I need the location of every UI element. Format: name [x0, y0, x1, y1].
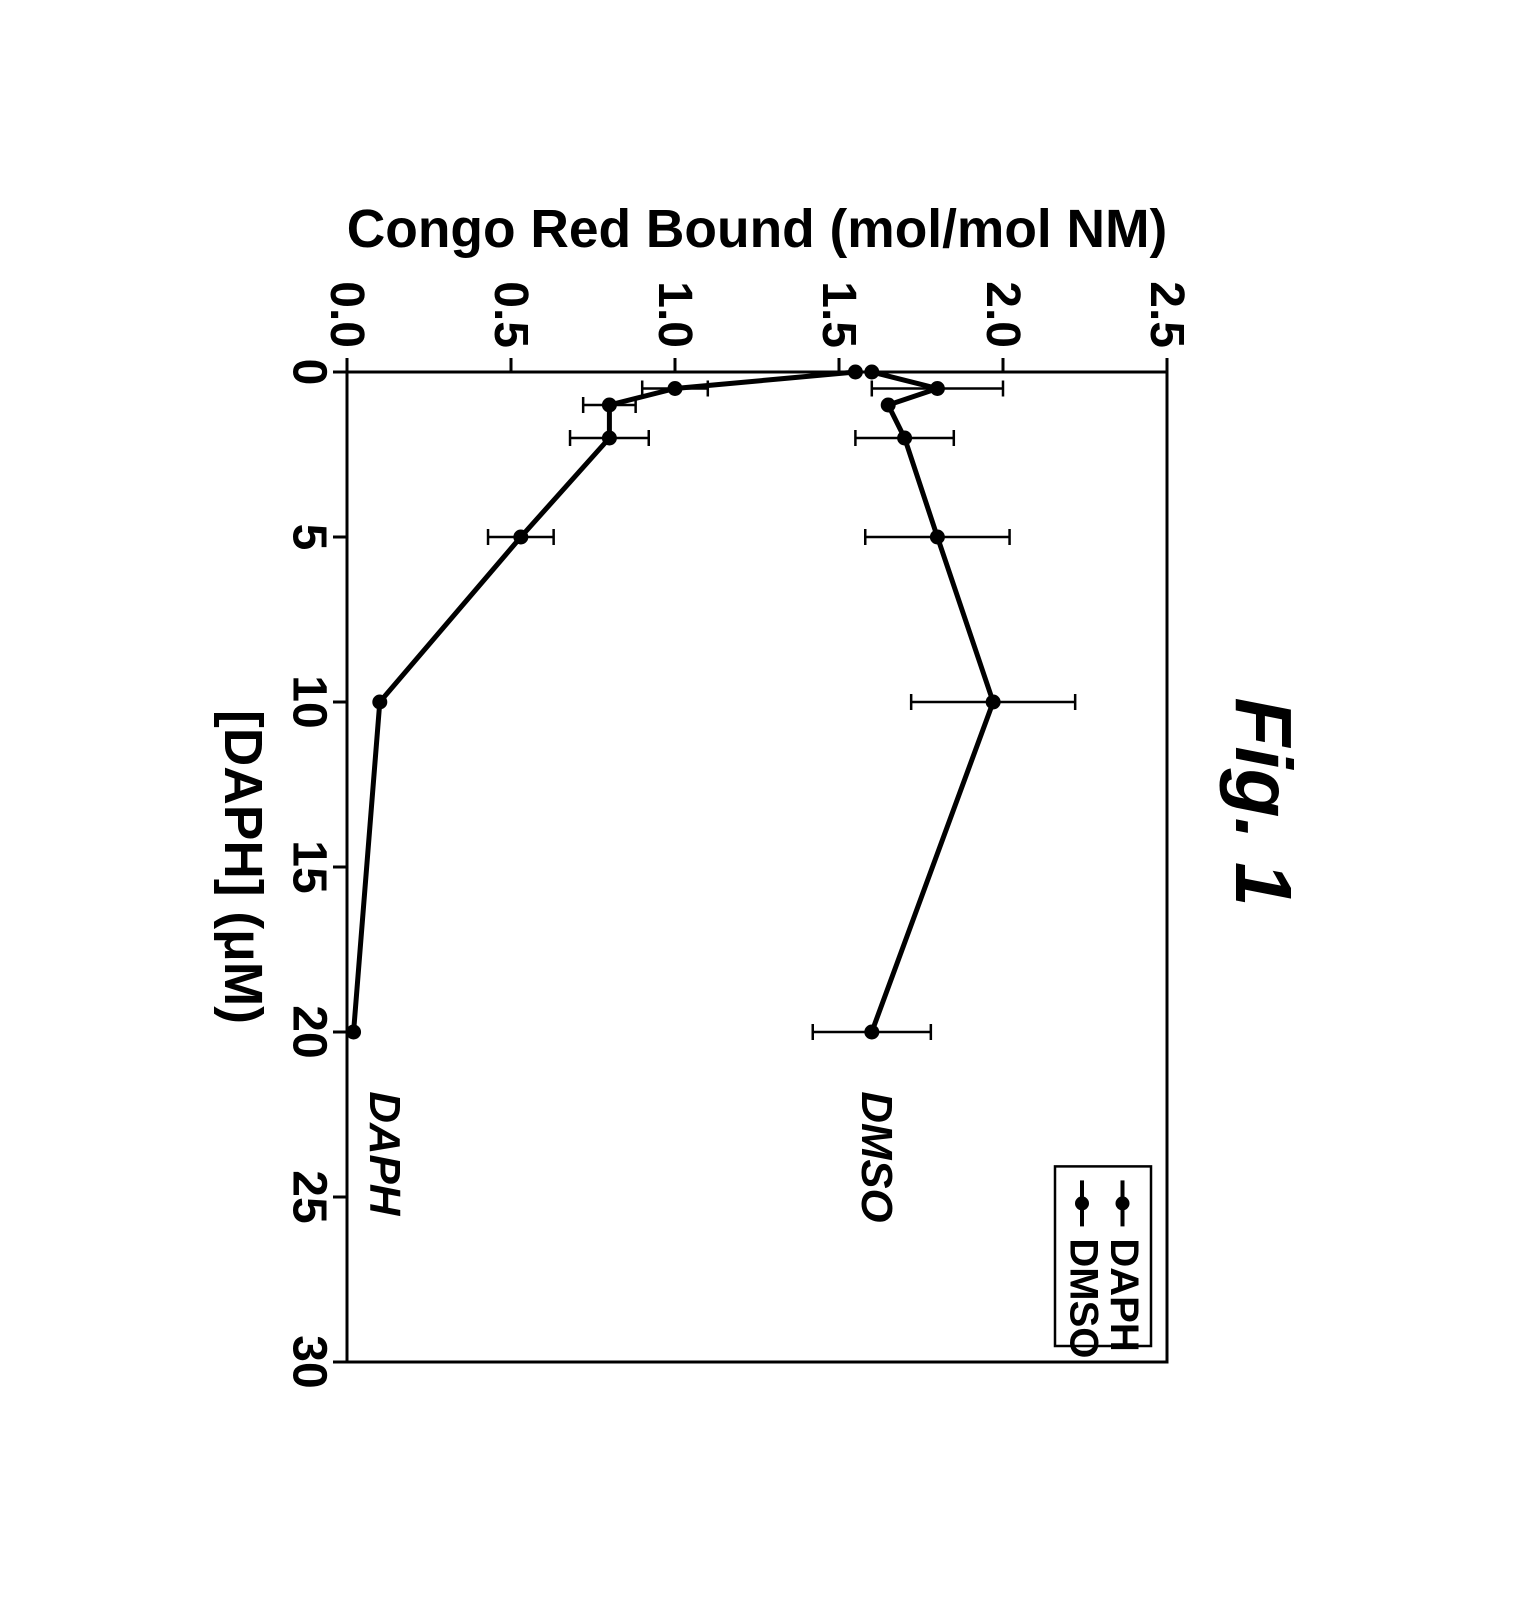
legend: DAPHDMSO [1055, 1166, 1151, 1358]
legend-sample-marker [1075, 1196, 1089, 1210]
y-tick-label: 2.0 [976, 281, 1029, 348]
data-point [602, 431, 616, 445]
x-tick-label: 20 [282, 1005, 335, 1058]
data-point [898, 431, 912, 445]
plot-area [347, 372, 1167, 1362]
legend-label: DAPH [1102, 1238, 1146, 1351]
legend-sample-marker [1116, 1196, 1130, 1210]
series-daph: DAPH [347, 365, 863, 1217]
figure-title: Fig. 1 [1217, 202, 1309, 1402]
data-point [602, 398, 616, 412]
data-point [930, 382, 944, 396]
y-tick-label: 1.5 [812, 281, 865, 348]
data-point [881, 398, 895, 412]
y-axis-label: Congo Red Bound (mol/mol NM) [347, 202, 1168, 259]
x-tick-label: 10 [282, 675, 335, 728]
figure-container: Fig. 1 0 5 10 15 20 25 30 0.0 0.5 1.0 1.5 2.0 2.5 [DA… [207, 202, 1309, 1402]
data-point [514, 530, 528, 544]
series-inline-label: DMSO [852, 1091, 901, 1222]
x-tick-label: 15 [282, 840, 335, 893]
data-point [865, 1025, 879, 1039]
data-point [373, 695, 387, 709]
data-point [930, 530, 944, 544]
y-tick-label: 0.5 [484, 281, 537, 348]
data-point [347, 1025, 361, 1039]
series-line [354, 372, 856, 1032]
x-axis-label: [DAPH] (μM) [213, 710, 272, 1024]
x-tick-label: 0 [282, 359, 335, 386]
series-dmso: DMSO [813, 365, 1075, 1223]
data-point [986, 695, 1000, 709]
legend-label: DMSO [1062, 1238, 1106, 1358]
y-tick-label: 2.5 [1140, 281, 1193, 348]
data-point [865, 365, 879, 379]
x-tick-label: 25 [282, 1170, 335, 1223]
x-tick-label: 30 [282, 1335, 335, 1388]
data-point [668, 382, 682, 396]
data-point [848, 365, 862, 379]
series-inline-label: DAPH [360, 1091, 409, 1216]
y-tick-label: 1.0 [648, 281, 701, 348]
x-tick-label: 5 [282, 524, 335, 551]
y-tick-label: 0.0 [320, 281, 373, 348]
congo-red-chart: 0 5 10 15 20 25 30 0.0 0.5 1.0 1.5 2.0 2.5 [DAPH] (μM… [207, 202, 1207, 1402]
